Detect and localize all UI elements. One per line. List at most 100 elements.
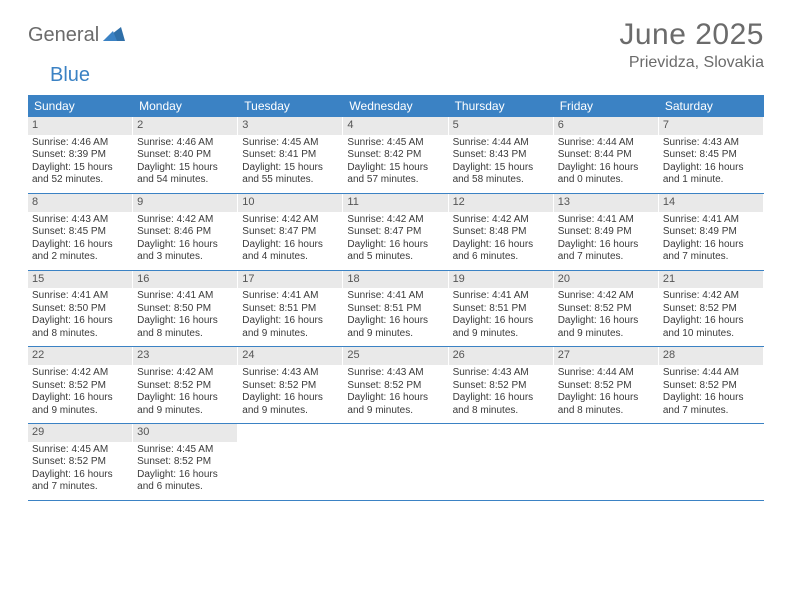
sunrise-line: Sunrise: 4:41 AM	[663, 214, 760, 227]
day-content: Sunrise: 4:41 AMSunset: 8:51 PMDaylight:…	[238, 288, 343, 346]
daylight-line-2: and 0 minutes.	[558, 174, 655, 187]
daylight-line-1: Daylight: 16 hours	[558, 162, 655, 175]
sunset-line: Sunset: 8:52 PM	[32, 380, 129, 393]
brand-part1: General	[28, 24, 99, 47]
calendar-day-cell: 1Sunrise: 4:46 AMSunset: 8:39 PMDaylight…	[28, 117, 133, 193]
calendar-week-row: 8Sunrise: 4:43 AMSunset: 8:45 PMDaylight…	[28, 194, 764, 271]
daylight-line-1: Daylight: 16 hours	[137, 469, 234, 482]
daylight-line-2: and 8 minutes.	[558, 405, 655, 418]
sunset-line: Sunset: 8:49 PM	[558, 226, 655, 239]
daylight-line-2: and 7 minutes.	[663, 251, 760, 264]
sunset-line: Sunset: 8:43 PM	[453, 149, 550, 162]
calendar-day-cell: 19Sunrise: 4:41 AMSunset: 8:51 PMDayligh…	[449, 271, 554, 347]
daylight-line-2: and 1 minute.	[663, 174, 760, 187]
calendar-weeks: 1Sunrise: 4:46 AMSunset: 8:39 PMDaylight…	[28, 117, 764, 501]
day-number: 26	[449, 347, 554, 365]
day-number: 6	[554, 117, 659, 135]
day-content: Sunrise: 4:43 AMSunset: 8:45 PMDaylight:…	[659, 135, 764, 193]
day-content: Sunrise: 4:42 AMSunset: 8:52 PMDaylight:…	[28, 365, 133, 423]
day-number: 29	[28, 424, 133, 442]
daylight-line-1: Daylight: 15 hours	[347, 162, 444, 175]
weekday-header: Thursday	[449, 95, 554, 117]
calendar-day-cell: 7Sunrise: 4:43 AMSunset: 8:45 PMDaylight…	[659, 117, 764, 193]
day-content: Sunrise: 4:42 AMSunset: 8:47 PMDaylight:…	[238, 212, 343, 270]
daylight-line-2: and 9 minutes.	[453, 328, 550, 341]
day-number: 16	[133, 271, 238, 289]
daylight-line-1: Daylight: 16 hours	[453, 315, 550, 328]
sunset-line: Sunset: 8:42 PM	[347, 149, 444, 162]
daylight-line-2: and 52 minutes.	[32, 174, 129, 187]
sunrise-line: Sunrise: 4:42 AM	[242, 214, 339, 227]
daylight-line-2: and 57 minutes.	[347, 174, 444, 187]
daylight-line-1: Daylight: 16 hours	[347, 315, 444, 328]
sunrise-line: Sunrise: 4:43 AM	[453, 367, 550, 380]
sunset-line: Sunset: 8:48 PM	[453, 226, 550, 239]
calendar-week-row: 15Sunrise: 4:41 AMSunset: 8:50 PMDayligh…	[28, 271, 764, 348]
sunrise-line: Sunrise: 4:45 AM	[32, 444, 129, 457]
sunset-line: Sunset: 8:41 PM	[242, 149, 339, 162]
sunset-line: Sunset: 8:52 PM	[32, 456, 129, 469]
daylight-line-1: Daylight: 15 hours	[453, 162, 550, 175]
daylight-line-2: and 6 minutes.	[453, 251, 550, 264]
sunrise-line: Sunrise: 4:41 AM	[558, 214, 655, 227]
calendar-day-cell: 22Sunrise: 4:42 AMSunset: 8:52 PMDayligh…	[28, 347, 133, 423]
day-number	[238, 424, 343, 442]
daylight-line-2: and 9 minutes.	[558, 328, 655, 341]
month-title: June 2025	[619, 18, 764, 52]
calendar-day-cell: 12Sunrise: 4:42 AMSunset: 8:48 PMDayligh…	[449, 194, 554, 270]
sunset-line: Sunset: 8:52 PM	[453, 380, 550, 393]
calendar-day-cell: 4Sunrise: 4:45 AMSunset: 8:42 PMDaylight…	[343, 117, 448, 193]
sunset-line: Sunset: 8:52 PM	[242, 380, 339, 393]
daylight-line-1: Daylight: 16 hours	[32, 315, 129, 328]
daylight-line-1: Daylight: 15 hours	[32, 162, 129, 175]
calendar-day-cell: 2Sunrise: 4:46 AMSunset: 8:40 PMDaylight…	[133, 117, 238, 193]
sunrise-line: Sunrise: 4:42 AM	[32, 367, 129, 380]
sunset-line: Sunset: 8:47 PM	[242, 226, 339, 239]
weekday-header: Friday	[554, 95, 659, 117]
day-content: Sunrise: 4:44 AMSunset: 8:43 PMDaylight:…	[449, 135, 554, 193]
calendar-day-cell	[659, 424, 764, 500]
sunrise-line: Sunrise: 4:45 AM	[137, 444, 234, 457]
daylight-line-1: Daylight: 16 hours	[558, 239, 655, 252]
sunset-line: Sunset: 8:51 PM	[453, 303, 550, 316]
calendar-week-row: 29Sunrise: 4:45 AMSunset: 8:52 PMDayligh…	[28, 424, 764, 501]
calendar-day-cell	[238, 424, 343, 500]
day-number: 8	[28, 194, 133, 212]
page: General June 2025 Prievidza, Slovakia Bl…	[0, 0, 792, 501]
calendar: SundayMondayTuesdayWednesdayThursdayFrid…	[28, 95, 764, 501]
daylight-line-1: Daylight: 16 hours	[242, 239, 339, 252]
day-content: Sunrise: 4:45 AMSunset: 8:52 PMDaylight:…	[28, 442, 133, 500]
sunrise-line: Sunrise: 4:42 AM	[347, 214, 444, 227]
daylight-line-2: and 9 minutes.	[242, 405, 339, 418]
day-number	[659, 424, 764, 442]
sunset-line: Sunset: 8:50 PM	[32, 303, 129, 316]
calendar-day-cell: 28Sunrise: 4:44 AMSunset: 8:52 PMDayligh…	[659, 347, 764, 423]
daylight-line-2: and 8 minutes.	[32, 328, 129, 341]
calendar-day-cell: 6Sunrise: 4:44 AMSunset: 8:44 PMDaylight…	[554, 117, 659, 193]
sunrise-line: Sunrise: 4:43 AM	[663, 137, 760, 150]
calendar-day-cell: 23Sunrise: 4:42 AMSunset: 8:52 PMDayligh…	[133, 347, 238, 423]
day-number: 30	[133, 424, 238, 442]
day-number: 28	[659, 347, 764, 365]
day-content: Sunrise: 4:41 AMSunset: 8:49 PMDaylight:…	[554, 212, 659, 270]
daylight-line-2: and 7 minutes.	[558, 251, 655, 264]
sunset-line: Sunset: 8:52 PM	[663, 303, 760, 316]
day-content: Sunrise: 4:46 AMSunset: 8:40 PMDaylight:…	[133, 135, 238, 193]
sunrise-line: Sunrise: 4:42 AM	[137, 214, 234, 227]
calendar-day-cell: 16Sunrise: 4:41 AMSunset: 8:50 PMDayligh…	[133, 271, 238, 347]
sunrise-line: Sunrise: 4:43 AM	[32, 214, 129, 227]
day-number: 17	[238, 271, 343, 289]
day-content: Sunrise: 4:45 AMSunset: 8:42 PMDaylight:…	[343, 135, 448, 193]
daylight-line-1: Daylight: 15 hours	[242, 162, 339, 175]
daylight-line-2: and 6 minutes.	[137, 481, 234, 494]
sunrise-line: Sunrise: 4:41 AM	[32, 290, 129, 303]
calendar-week-row: 22Sunrise: 4:42 AMSunset: 8:52 PMDayligh…	[28, 347, 764, 424]
day-content: Sunrise: 4:45 AMSunset: 8:52 PMDaylight:…	[133, 442, 238, 500]
calendar-day-cell	[343, 424, 448, 500]
day-content: Sunrise: 4:41 AMSunset: 8:50 PMDaylight:…	[133, 288, 238, 346]
daylight-line-2: and 54 minutes.	[137, 174, 234, 187]
day-number: 22	[28, 347, 133, 365]
calendar-day-cell: 29Sunrise: 4:45 AMSunset: 8:52 PMDayligh…	[28, 424, 133, 500]
sunset-line: Sunset: 8:52 PM	[558, 303, 655, 316]
daylight-line-2: and 2 minutes.	[32, 251, 129, 264]
